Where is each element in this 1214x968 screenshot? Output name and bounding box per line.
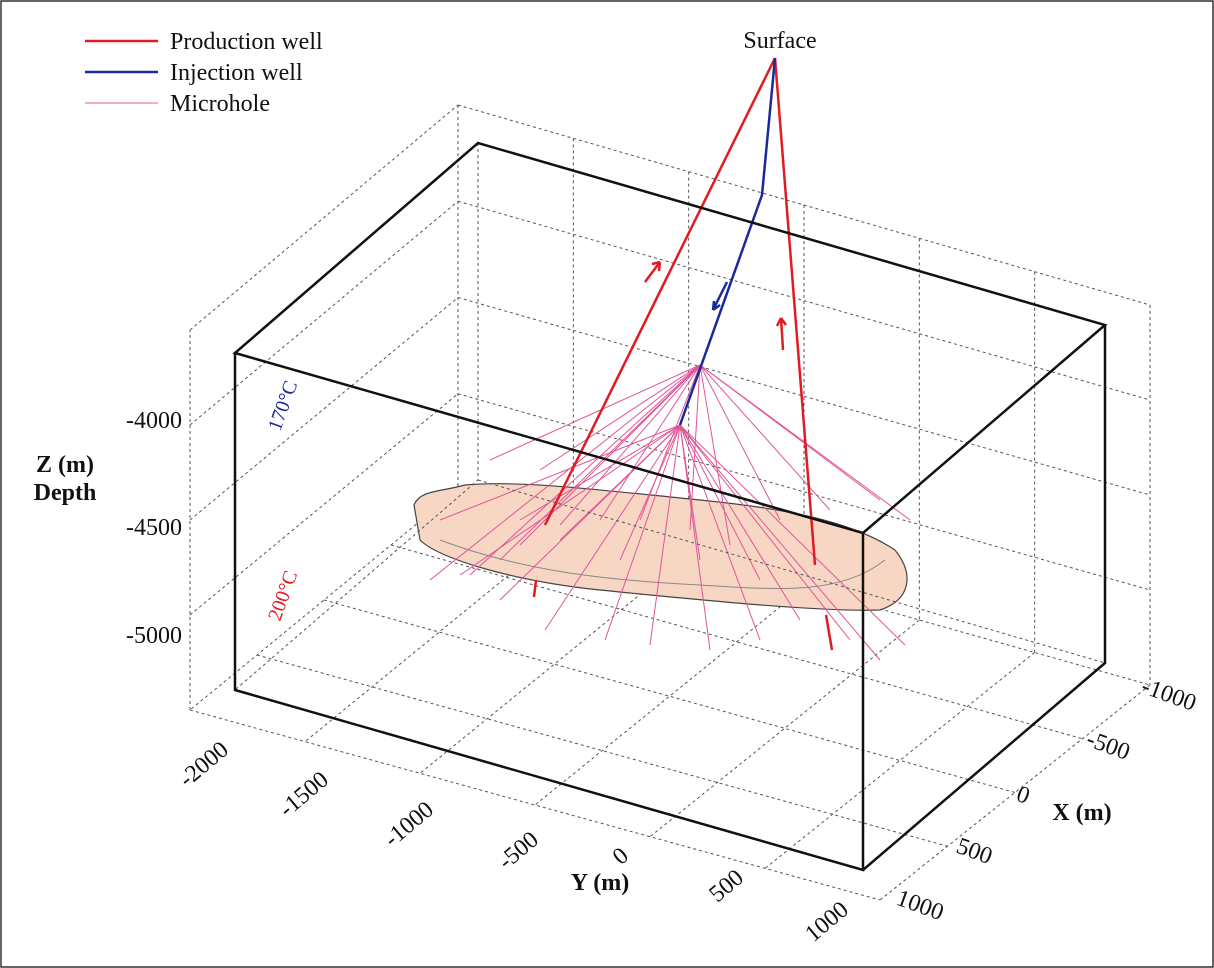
diagram: Production well Injection well Microhole…	[0, 0, 1214, 968]
z-axis-label: Z (m)	[36, 452, 94, 478]
z-tick: -4500	[126, 515, 182, 541]
surface-label: Surface	[743, 28, 816, 54]
x-axis-label: X (m)	[1052, 800, 1111, 826]
y-axis-label: Y (m)	[571, 870, 629, 896]
legend-label: Injection well	[170, 60, 303, 86]
legend-label: Microhole	[170, 91, 270, 117]
z-axis-sublabel: Depth	[34, 480, 97, 506]
legend-label: Production well	[170, 29, 323, 55]
z-tick: -5000	[126, 623, 182, 649]
z-tick: -4000	[126, 408, 182, 434]
frame	[1, 1, 1213, 967]
